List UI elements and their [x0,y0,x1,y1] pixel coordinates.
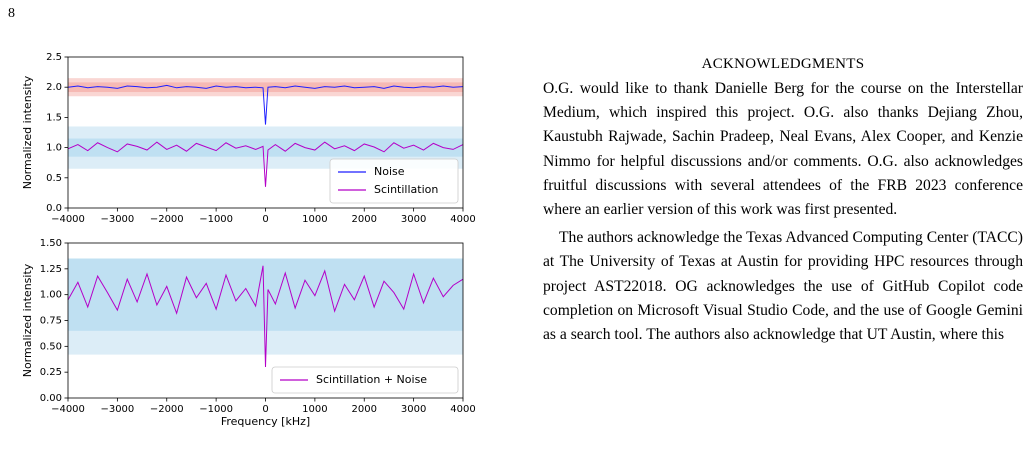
legend-label: Noise [374,165,405,178]
legend-label: Scintillation + Noise [316,373,427,386]
y-tick-label: 0.0 [46,203,62,214]
x-tick-label: 4000 [450,214,475,225]
x-tick-label: −4000 [51,214,85,225]
x-tick-label: −1000 [199,214,233,225]
y-tick-label: 1.25 [40,264,62,275]
section-heading: ACKNOWLEDGMENTS [701,56,865,72]
y-axis-label: Normalized intensity [21,263,34,377]
y-tick-label: 1.5 [46,112,62,123]
y-tick-label: 1.00 [40,290,62,301]
x-tick-label: 0 [262,404,268,415]
y-tick-label: 2.5 [46,52,62,63]
x-tick-label: −2000 [150,214,184,225]
x-tick-label: −1000 [199,404,233,415]
x-tick-label: −3000 [100,404,134,415]
x-tick-label: −3000 [100,214,134,225]
x-tick-label: 1000 [302,214,327,225]
x-tick-label: 3000 [401,214,426,225]
x-tick-label: 3000 [401,404,426,415]
paragraph: O.G. would like to thank Danielle Berg f… [543,80,1023,219]
x-tick-label: 2000 [352,214,377,225]
y-tick-label: 0.50 [40,341,62,352]
y-tick-label: 0.25 [40,367,62,378]
band [68,258,463,331]
y-tick-label: 0.75 [40,316,62,327]
x-axis-label: Frequency [kHz] [221,415,310,428]
acknowledgments: ACKNOWLEDGMENTS O.G. would like to thank… [543,56,1023,347]
band [68,82,463,93]
x-tick-label: −4000 [51,404,85,415]
band [68,138,463,157]
legend-label: Scintillation [374,183,438,196]
series-line [67,265,464,368]
paragraph: The authors acknowledge the Texas Advanc… [543,229,1023,344]
y-tick-label: 0.00 [40,393,62,404]
x-tick-label: 1000 [302,404,327,415]
x-tick-label: −2000 [150,404,184,415]
legend-box [271,366,459,394]
series-line [67,141,464,187]
y-tick-label: 1.0 [46,143,62,154]
y-tick-label: 0.5 [46,173,62,184]
series-line [67,84,464,125]
x-tick-label: 2000 [352,404,377,415]
x-tick-label: 0 [262,214,268,225]
page-number: 8 [8,6,15,21]
x-tick-label: 4000 [450,404,475,415]
figure: −4000 −3000 −2000 −1000 0 1000 2000 3000 4000 0.0… [21,52,476,428]
y-tick-label: 1.50 [40,238,62,249]
y-tick-label: 2.0 [46,82,62,93]
legend-box [329,158,459,204]
y-axis-label: Normalized intensity [21,75,34,189]
